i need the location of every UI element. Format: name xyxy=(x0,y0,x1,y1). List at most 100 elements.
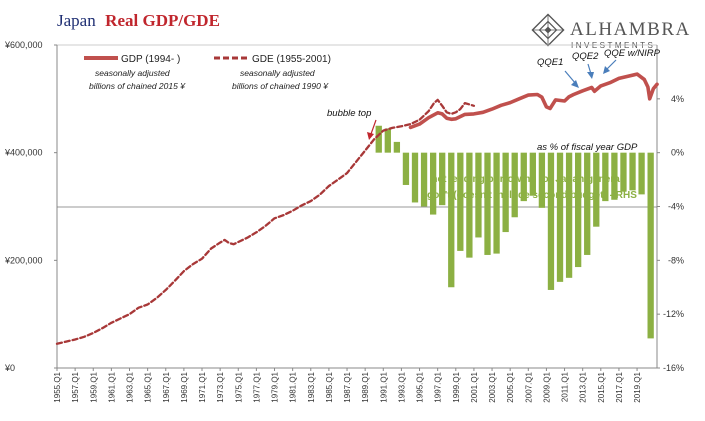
x-tick-label: 1979.Q1 xyxy=(271,371,280,402)
x-tick-label: 2003.Q1 xyxy=(488,371,497,402)
bar-1990 xyxy=(375,125,382,153)
x-tick-label: 2015.Q1 xyxy=(597,371,606,402)
title-country: Japan xyxy=(57,11,96,30)
bar-1996 xyxy=(429,152,437,215)
legend-gdp-label: GDP (1994- ) xyxy=(121,54,180,65)
bar-2002 xyxy=(484,152,491,255)
x-tick-label: 1983.Q1 xyxy=(307,371,316,402)
legend-gde-sub2: billions of chained 1990 ¥ xyxy=(232,81,329,91)
right-tick-label: -12% xyxy=(663,309,684,319)
bar-series xyxy=(375,125,654,339)
left-tick-label: ¥600,000 xyxy=(4,40,43,50)
logo-name: ALHAMBRA xyxy=(570,19,691,40)
right-tick-label: -8% xyxy=(668,255,684,265)
annotation-net-lending-1: net lending/borrowing for Japan general xyxy=(431,174,622,185)
bar-2016 xyxy=(611,152,618,200)
bar-2004 xyxy=(502,152,509,233)
x-tick-label: 1977.Q1 xyxy=(252,371,261,402)
logo-diamond-icon xyxy=(531,13,565,47)
bar-2017 xyxy=(620,152,627,192)
x-tick-label: 2009.Q1 xyxy=(542,371,551,402)
x-tick-label: 1971.Q1 xyxy=(198,371,207,402)
x-tick-label: 1959.Q1 xyxy=(89,371,98,402)
x-tick-label: 1955.Q1 xyxy=(53,371,62,402)
bar-2020 xyxy=(647,152,654,339)
legend: GDP (1994- ) seasonally adjusted billion… xyxy=(84,54,331,91)
x-tick-label: 2017.Q1 xyxy=(615,371,624,402)
legend-gde-label: GDE (1955-2001) xyxy=(252,54,331,65)
x-axis-ticks: 1955.Q1 1957.Q1 1959.Q1 1961.Q1 1963.Q1 1965.… xyxy=(53,368,642,403)
annotation-qqe2: QQE2 xyxy=(572,51,599,62)
x-tick-label: 1961.Q1 xyxy=(107,371,116,402)
right-tick-label: -4% xyxy=(668,202,684,212)
annotation-net-lending-2: gov't (doesn't include second budget) - … xyxy=(427,190,637,201)
bar-2014 xyxy=(593,152,600,227)
right-tick-label: -16% xyxy=(663,363,684,373)
left-tick-label: ¥400,000 xyxy=(4,148,43,158)
right-tick-label: 0% xyxy=(671,148,684,158)
bar-1999 xyxy=(457,152,464,251)
annotation-pct-gdp: as % of fiscal year GDP xyxy=(537,142,638,153)
bar-2013 xyxy=(584,152,591,255)
bar-2007 xyxy=(529,152,536,196)
right-tick-label: 4% xyxy=(671,94,684,104)
legend-gde-sub1: seasonally adjusted xyxy=(240,68,315,78)
bar-2019 xyxy=(638,152,645,195)
x-tick-label: 2007.Q1 xyxy=(524,371,533,402)
title-main: Real GDP/GDE xyxy=(105,11,220,30)
bar-1992 xyxy=(393,141,401,153)
bar-1994 xyxy=(411,152,419,203)
x-tick-label: 1989.Q1 xyxy=(361,371,370,402)
legend-gdp-sub1: seasonally adjusted xyxy=(95,68,170,78)
left-tick-label: ¥200,000 xyxy=(4,255,43,265)
bar-1998 xyxy=(448,152,455,288)
x-tick-label: 1999.Q1 xyxy=(452,371,461,402)
bar-2001 xyxy=(475,152,482,238)
bar-2012 xyxy=(574,152,582,268)
annotation-qqe-nirp: QQE w/NIRP xyxy=(604,48,661,59)
x-tick-label: 2011.Q1 xyxy=(561,371,570,402)
x-tick-label: 2001.Q1 xyxy=(470,371,479,402)
x-tick-label: 1965.Q1 xyxy=(144,371,153,402)
bar-2005 xyxy=(511,152,518,218)
x-tick-label: 1957.Q1 xyxy=(71,371,80,402)
bar-1993 xyxy=(402,152,410,185)
bubble-top-arrow-icon xyxy=(367,119,377,140)
left-tick-label: ¥0 xyxy=(4,363,15,373)
bar-2011 xyxy=(565,152,573,278)
left-axis-ticks: ¥0 ¥200,000 ¥400,000 ¥600,000 xyxy=(4,40,57,373)
bar-2010 xyxy=(556,152,564,282)
x-tick-label: 1975.Q1 xyxy=(234,371,243,402)
x-tick-label: 2005.Q1 xyxy=(506,371,515,402)
gde-line xyxy=(55,98,476,345)
bar-2015 xyxy=(602,152,609,202)
x-tick-label: 1963.Q1 xyxy=(126,371,135,402)
logo-subtitle: INVESTMENTS xyxy=(571,41,655,50)
x-tick-label: 1993.Q1 xyxy=(397,371,406,402)
x-tick-label: 1997.Q1 xyxy=(434,371,443,402)
x-tick-label: 2013.Q1 xyxy=(579,371,588,402)
bar-2003 xyxy=(493,152,500,254)
bar-1997 xyxy=(439,152,446,206)
right-axis-ticks: 4% 0% -4% -8% -12% -16% xyxy=(657,94,684,373)
annotation-qqe1: QQE1 xyxy=(537,57,563,68)
x-tick-label: 2019.Q1 xyxy=(633,371,642,402)
qqe-arrows-icon xyxy=(564,59,617,88)
bar-2018 xyxy=(629,152,636,191)
x-tick-label: 1967.Q1 xyxy=(162,371,171,402)
x-tick-label: 1973.Q1 xyxy=(216,371,225,402)
x-tick-label: 1987.Q1 xyxy=(343,371,352,402)
x-tick-label: 1981.Q1 xyxy=(289,371,298,402)
line-series xyxy=(55,72,659,345)
chart-title: Japan Real GDP/GDE xyxy=(57,11,220,30)
bar-2009 xyxy=(547,152,555,290)
bar-1995 xyxy=(420,152,428,207)
bar-2008 xyxy=(538,152,546,208)
bar-1991 xyxy=(384,128,391,153)
x-tick-label: 1991.Q1 xyxy=(379,371,388,402)
alhambra-logo: ALHAMBRA INVESTMENTS xyxy=(531,13,691,50)
annotation-bubble-top: bubble top xyxy=(327,108,371,119)
bar-2006 xyxy=(520,152,527,202)
x-tick-label: 1969.Q1 xyxy=(180,371,189,402)
